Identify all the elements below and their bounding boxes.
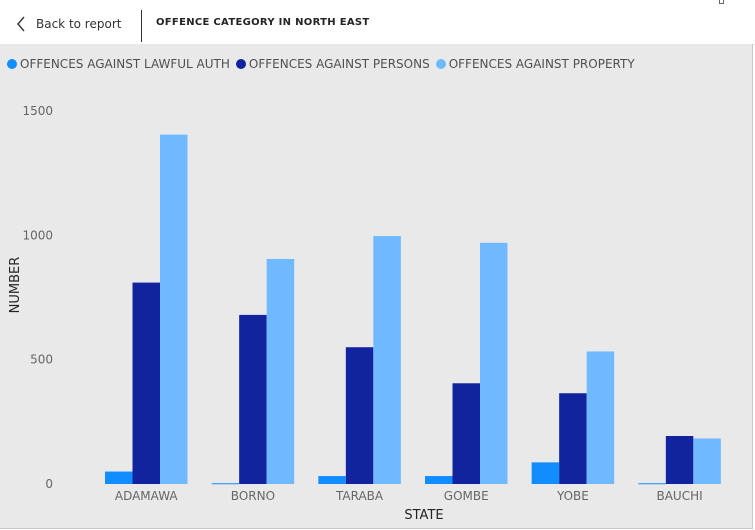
bar-bauchi-property[interactable] [693,438,721,484]
legend-item-persons[interactable]: OFFENCES AGAINST PERSONS [235,57,430,71]
y-axis-title: NUMBER [8,257,23,314]
back-to-report-label: Back to report [36,17,122,31]
x-axis-title: STATE [404,508,443,523]
x-tick-label-gombe: GOMBE [444,489,489,503]
legend-item-property[interactable]: OFFENCES AGAINST PROPERTY [435,57,635,71]
y-tick-label: 1000 [22,228,53,242]
legend-dot-persons [235,59,246,69]
bar-borno-property[interactable] [266,258,295,484]
x-tick-label-adamawa: ADAMAWA [115,489,179,503]
bar-bauchi-persons[interactable] [665,436,694,484]
header-divider [141,10,142,42]
x-axis-ticks: ADAMAWA BORNO TARABA GOMBE YOBE BAUCHI [115,489,703,503]
bar-gombe-persons[interactable] [452,383,481,484]
bar-adamawa-property[interactable] [160,134,188,484]
legend-item-lawful-auth[interactable]: OFFENCES AGAINST LAWFUL AUTH [7,57,230,71]
bars-group [105,134,721,485]
chevron-left-icon [17,16,25,32]
x-tick-label-borno: BORNO [231,489,275,503]
x-tick-label-taraba: TARABA [335,489,384,503]
legend-label-lawful-auth: OFFENCES AGAINST LAWFUL AUTH [20,57,230,71]
bar-yobe-property[interactable] [586,351,615,484]
legend-dot-property [435,59,446,69]
back-to-report-button[interactable]: Back to report [16,12,121,36]
bar-gombe-lawful-auth[interactable] [425,476,453,484]
y-tick-label: 0 [45,477,53,491]
bar-taraba-lawful-auth[interactable] [318,476,346,484]
bar-adamawa-persons[interactable] [132,282,161,484]
x-tick-label-yobe: YOBE [556,489,589,503]
report-header: Back to report OFFENCE CATEGORY IN NORTH… [0,0,755,45]
y-axis-ticks: 0 500 1000 1500 [22,104,53,491]
bar-bauchi-lawful-auth[interactable] [638,483,666,485]
chart-legend: OFFENCES AGAINST LAWFUL AUTH OFFENCES AG… [7,57,641,71]
y-tick-label: 1500 [22,104,53,118]
bar-adamawa-lawful-auth[interactable] [105,471,133,484]
legend-dot-lawful-auth [7,59,17,69]
legend-label-property: OFFENCES AGAINST PROPERTY [448,57,635,71]
bar-taraba-property[interactable] [373,236,401,484]
bar-taraba-persons[interactable] [345,347,374,484]
bar-borno-lawful-auth[interactable] [211,483,240,485]
legend-label-persons: OFFENCES AGAINST PERSONS [248,57,430,71]
bar-yobe-persons[interactable] [559,393,587,484]
bar-borno-persons[interactable] [239,314,267,484]
x-tick-label-bauchi: BAUCHI [656,489,702,503]
page-title: OFFENCE CATEGORY IN NORTH EAST [156,17,370,28]
bar-yobe-lawful-auth[interactable] [531,462,560,484]
y-tick-label: 500 [30,353,53,367]
bar-gombe-property[interactable] [480,242,508,484]
more-options-icon[interactable] [719,0,724,4]
